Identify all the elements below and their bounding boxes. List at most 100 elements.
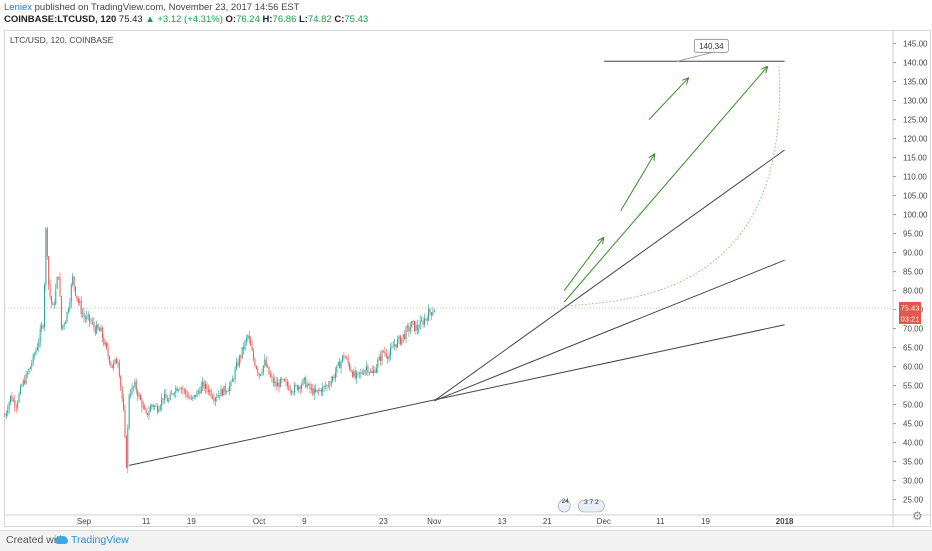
candle-body (19, 386, 21, 394)
candle-body (364, 369, 366, 374)
x-tick-label: 2018 (776, 517, 794, 526)
y-tick-label: 30.00 (903, 477, 924, 486)
candle-body (217, 394, 219, 398)
candle-body (284, 379, 286, 382)
y-tick-label: 95.00 (903, 230, 924, 239)
candle-body (46, 228, 48, 257)
tradingview-logo[interactable]: TradingView (55, 534, 129, 546)
y-tick-label: 90.00 (903, 249, 924, 258)
candle-body (165, 394, 167, 399)
candle-body (10, 395, 12, 403)
candle-body (390, 348, 392, 356)
projection-arrow-2[interactable] (620, 153, 656, 212)
projection-arrow-4[interactable] (563, 66, 769, 303)
last-price-badge (899, 301, 921, 313)
trendline-1[interactable] (129, 324, 785, 466)
candle-body (220, 389, 222, 397)
change-value: ▲ +3.12 (+4.31%) (145, 14, 223, 25)
candle-body (203, 381, 205, 389)
candle-body (38, 342, 40, 348)
candle-body (240, 356, 242, 358)
event-group-icon[interactable] (578, 499, 605, 513)
x-tick-label: 13 (498, 517, 507, 526)
candle-body (248, 335, 250, 340)
candle-body (260, 374, 262, 376)
close-value: 75.43 (344, 14, 369, 25)
candle-body (360, 372, 362, 374)
projection-arrow-1[interactable] (563, 237, 605, 291)
y-tick-label: 60.00 (903, 363, 924, 372)
x-tick-label: 19 (187, 517, 196, 526)
projection-curve[interactable] (564, 66, 781, 307)
candle-body (286, 381, 288, 386)
candle-body (416, 324, 418, 331)
candle-body (289, 389, 291, 391)
candle-body (238, 356, 240, 366)
candle-body (209, 390, 211, 393)
candle-body (113, 362, 115, 369)
candle-body (277, 382, 279, 387)
candle-body (351, 371, 353, 377)
candle-body (282, 379, 284, 380)
candle-body (118, 362, 120, 377)
projection-arrow-3[interactable] (648, 77, 689, 120)
event-flag-icon[interactable] (557, 499, 571, 513)
x-tick-label: 11 (656, 517, 665, 526)
candle-body (306, 384, 308, 388)
candle-body (73, 276, 75, 287)
publish-line: Leniex published on TradingView.com, Nov… (4, 2, 300, 13)
candle-body (349, 363, 351, 370)
candle-body (267, 366, 269, 368)
candle-body (28, 369, 30, 374)
candle-body (223, 386, 225, 396)
candle-body (200, 385, 202, 394)
x-tick-label: 21 (543, 517, 552, 526)
y-tick-label: 80.00 (903, 287, 924, 296)
candle-body (320, 389, 322, 393)
candle-body (308, 384, 310, 385)
candle-body (60, 296, 62, 329)
candle-body (91, 322, 93, 323)
candle-body (149, 406, 151, 412)
candle-body (278, 382, 280, 388)
gear-icon[interactable]: ⚙ (912, 509, 923, 523)
candle-body (182, 388, 184, 390)
candle-body (402, 334, 404, 338)
candle-body (302, 379, 304, 385)
candle-body (312, 388, 314, 395)
candle-body (337, 362, 339, 366)
candle-body (29, 367, 31, 370)
footer: Created with TradingView (0, 530, 932, 551)
candle-body (381, 351, 383, 361)
candle-body (130, 394, 132, 396)
candle-body (183, 389, 185, 391)
candle-body (147, 413, 149, 416)
candle-body (162, 398, 164, 400)
target-callout-box[interactable] (693, 38, 729, 53)
candle-body (65, 321, 67, 324)
candle-body (428, 308, 430, 321)
x-tick-label: 23 (379, 517, 388, 526)
trendline-3[interactable] (434, 149, 785, 402)
candle-body (154, 405, 156, 407)
candle-body (384, 351, 386, 354)
candle-body (62, 324, 64, 329)
price-chart[interactable]: 25.00 30.00 35.00 40.00 45.00 50.00 55.00 60.00… (0, 0, 932, 530)
candle-body (31, 363, 33, 368)
candle-body (244, 341, 246, 350)
candle-body (179, 388, 181, 390)
candle-body (391, 346, 393, 349)
candle-body (291, 390, 293, 393)
candle-body (15, 406, 17, 408)
author-link[interactable]: Leniex (4, 2, 32, 13)
candle-body (214, 398, 216, 401)
candle-body (430, 312, 432, 316)
candle-body (394, 344, 396, 347)
candle-body (378, 356, 380, 361)
candle-body (128, 395, 130, 428)
candle-body (371, 370, 373, 373)
candle-body (316, 390, 318, 392)
candle-body (377, 360, 379, 368)
trendline-2[interactable] (434, 259, 785, 402)
y-tick-label: 130.00 (903, 97, 928, 106)
